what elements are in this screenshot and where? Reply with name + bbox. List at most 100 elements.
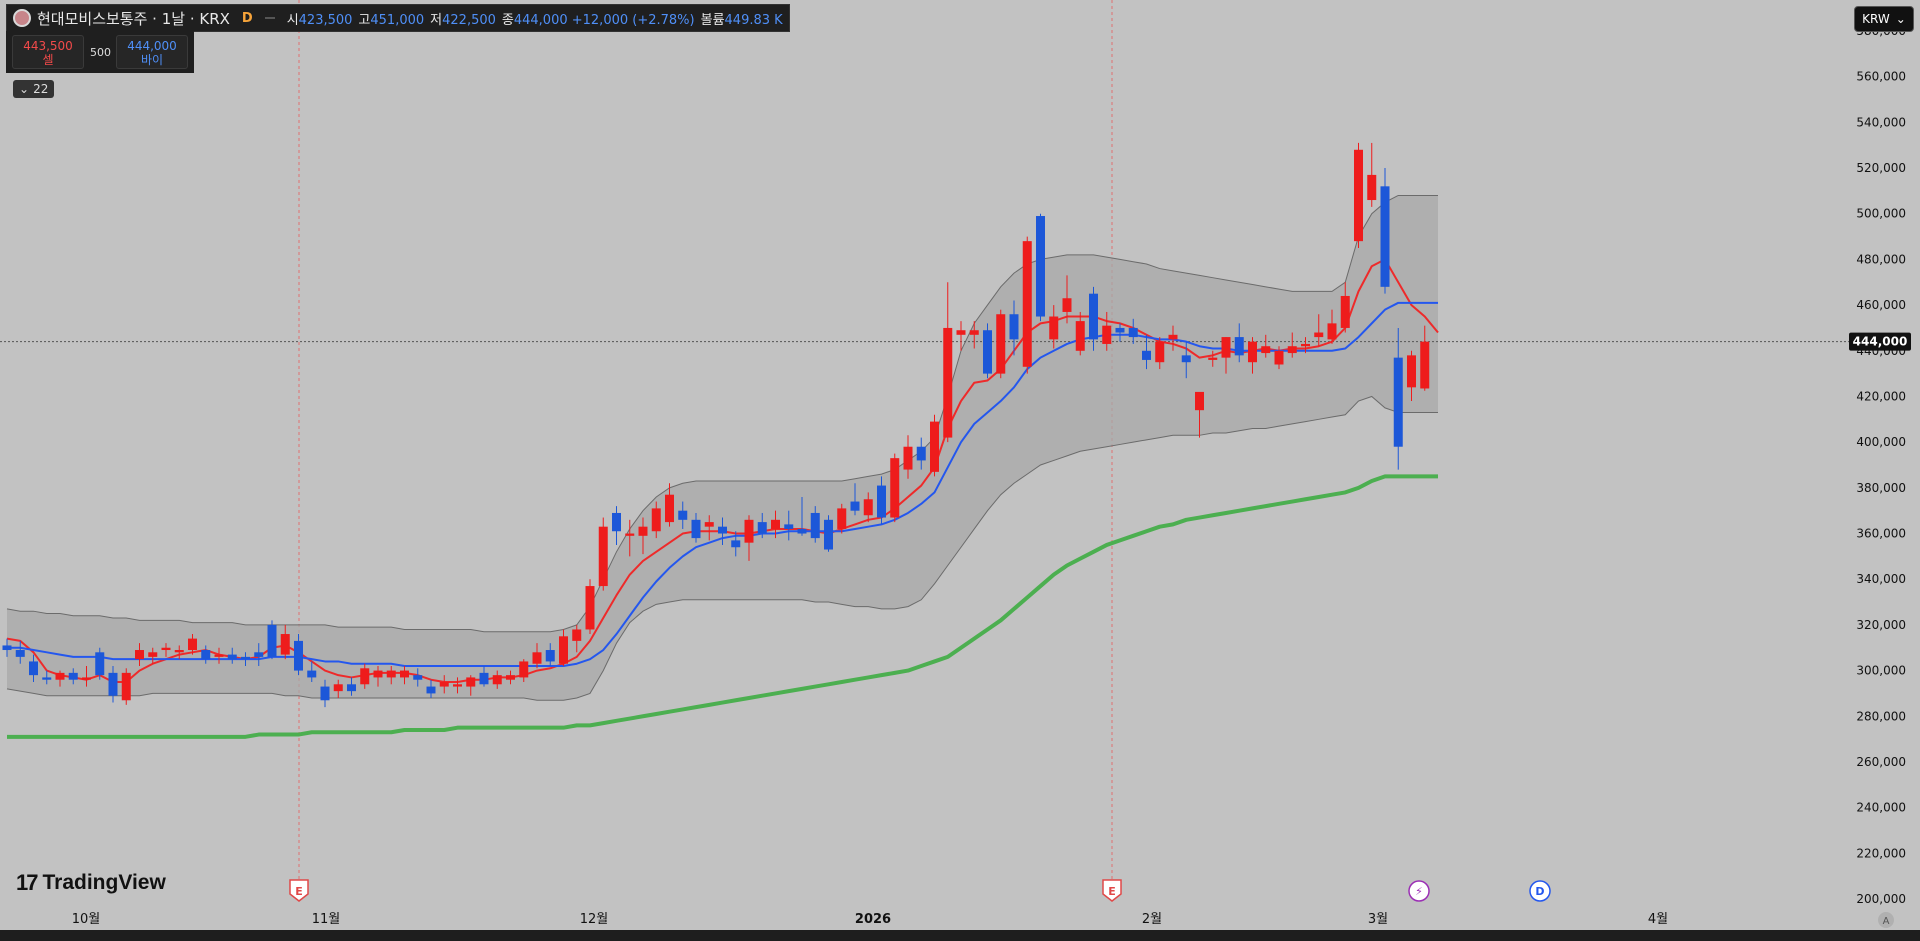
x-tick-label: 2026 xyxy=(855,912,891,927)
candle-body xyxy=(201,650,211,660)
candle-body xyxy=(1340,295,1350,328)
currency-label: KRW xyxy=(1862,12,1890,26)
buy-label: 바이 xyxy=(140,53,164,67)
candle-body xyxy=(241,656,250,660)
candle-body xyxy=(1301,343,1310,347)
y-tick-label: 520,000 xyxy=(1856,161,1906,175)
buy-price: 444,000 xyxy=(127,39,177,53)
candle-body xyxy=(572,629,582,641)
sell-price: 443,500 xyxy=(23,39,73,53)
candle-body xyxy=(320,686,330,701)
candle-body xyxy=(651,508,661,532)
y-tick-label: 260,000 xyxy=(1856,755,1906,769)
candle-body xyxy=(771,519,780,529)
candle-body xyxy=(161,647,171,651)
dividend-marker-icon[interactable] xyxy=(1529,880,1551,902)
chevron-down-icon: ⌄ xyxy=(19,82,30,96)
candle-body xyxy=(68,672,78,680)
candle-body xyxy=(453,684,462,687)
candle-body xyxy=(1142,350,1151,360)
candle-body xyxy=(744,519,754,543)
candle-body xyxy=(2,645,12,651)
symbol-header[interactable]: 현대모비스보통주 · 1날 · KRX D 시423,500 고451,000 … xyxy=(6,4,790,32)
candle-body xyxy=(1022,241,1032,367)
candle-body xyxy=(1314,332,1324,338)
y-tick-label: 340,000 xyxy=(1856,572,1906,586)
candle-body xyxy=(1407,355,1416,388)
y-tick-label: 480,000 xyxy=(1856,252,1906,266)
y-tick-label: 560,000 xyxy=(1856,70,1906,84)
earnings-marker-icon[interactable] xyxy=(1102,879,1122,902)
x-tick-label: 2월 xyxy=(1142,912,1162,927)
interval-badge: D xyxy=(241,10,253,26)
y-tick-label: 280,000 xyxy=(1856,709,1906,723)
x-tick-label: 4월 xyxy=(1648,912,1668,927)
candle-body xyxy=(757,522,767,534)
last-price-label: 444,000 xyxy=(1853,335,1908,349)
open-label: 시 xyxy=(286,12,299,28)
candle-body xyxy=(612,512,621,532)
candle-body xyxy=(824,519,833,550)
candle-body xyxy=(373,670,383,678)
candle-body xyxy=(1287,346,1297,354)
candle-body xyxy=(916,446,926,461)
auto-scale-button[interactable] xyxy=(1878,912,1894,928)
buy-button[interactable]: 444,000 바이 xyxy=(116,35,188,69)
low-value: 422,500 xyxy=(442,12,496,28)
close-label: 종 xyxy=(501,12,514,28)
spread-value: 500 xyxy=(90,45,111,59)
indicators-toggle[interactable]: ⌄ 22 xyxy=(13,80,55,98)
candle-body xyxy=(665,494,674,523)
candle-body xyxy=(55,672,65,680)
candle-body xyxy=(598,526,608,587)
y-tick-label: 220,000 xyxy=(1856,846,1906,860)
y-tick-label: 320,000 xyxy=(1856,618,1906,632)
y-tick-label: 540,000 xyxy=(1856,115,1906,129)
currency-button[interactable]: KRW ⌄ xyxy=(1854,6,1914,32)
indicators-count: 22 xyxy=(33,82,49,96)
close-value: 444,000 +12,000 (+2.78%) xyxy=(513,12,695,28)
candle-body xyxy=(837,508,847,529)
y-tick-label: 200,000 xyxy=(1856,892,1906,906)
candle-body xyxy=(1075,321,1085,351)
x-tick-label: 10월 xyxy=(72,912,101,927)
candle-body xyxy=(267,624,277,657)
tradingview-logo-icon: 17 xyxy=(16,870,39,895)
candle-body xyxy=(1248,341,1257,363)
status-dash-icon xyxy=(264,17,275,19)
moving-average-line-3 xyxy=(7,474,1438,739)
sell-label: 셀 xyxy=(42,53,54,67)
event-marker-label: E xyxy=(1108,885,1116,898)
earnings-marker-icon[interactable] xyxy=(289,879,309,902)
time-axis-background xyxy=(0,900,1878,930)
candle-body xyxy=(863,499,873,516)
candle-body xyxy=(294,640,303,671)
price-axis-background xyxy=(1878,0,1920,930)
candle-body xyxy=(1274,350,1284,365)
y-tick-label: 420,000 xyxy=(1856,389,1906,403)
candle-body xyxy=(691,519,701,539)
candle-body xyxy=(1049,316,1059,340)
candle-body xyxy=(400,670,409,678)
open-value: 423,500 xyxy=(298,12,353,28)
sell-button[interactable]: 443,500 셀 xyxy=(12,35,84,69)
candle-body xyxy=(718,526,727,534)
trade-panel: 443,500 셀 500 444,000 바이 xyxy=(6,31,194,73)
candle-body xyxy=(280,634,290,655)
candle-body xyxy=(784,524,794,529)
candle-body xyxy=(983,330,992,374)
candle-body xyxy=(1261,346,1271,354)
event-marker-label: E xyxy=(295,885,303,898)
candle-body xyxy=(479,672,489,685)
x-tick-label: 3월 xyxy=(1368,912,1388,927)
candle-body xyxy=(956,330,966,335)
split-marker-icon[interactable] xyxy=(1408,880,1430,902)
candle-body xyxy=(1221,337,1231,358)
symbol-title[interactable]: 현대모비스보통주 · 1날 · KRX xyxy=(37,9,230,28)
candle-body xyxy=(1128,327,1138,338)
y-tick-label: 380,000 xyxy=(1856,481,1906,495)
candle-body xyxy=(148,652,158,657)
candle-body xyxy=(1009,314,1019,340)
